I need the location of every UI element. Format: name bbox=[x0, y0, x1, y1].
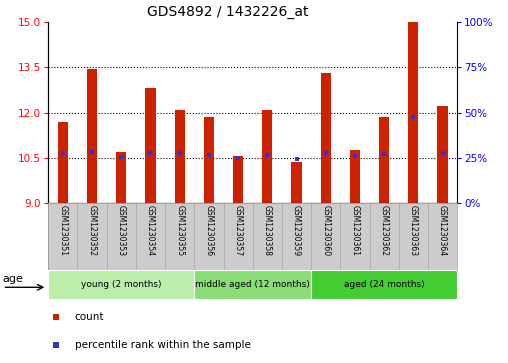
Text: GSM1230353: GSM1230353 bbox=[117, 205, 126, 256]
Text: GSM1230361: GSM1230361 bbox=[351, 205, 360, 256]
Text: GSM1230352: GSM1230352 bbox=[87, 205, 97, 256]
Bar bbox=[87, 69, 97, 203]
Text: GSM1230359: GSM1230359 bbox=[292, 205, 301, 256]
Text: GSM1230354: GSM1230354 bbox=[146, 205, 155, 256]
Bar bbox=[175, 110, 185, 203]
Text: GSM1230351: GSM1230351 bbox=[58, 205, 68, 256]
Text: GSM1230362: GSM1230362 bbox=[379, 205, 389, 256]
Bar bbox=[369, 203, 399, 270]
Bar bbox=[321, 73, 331, 203]
Bar bbox=[428, 203, 457, 270]
Text: GSM1230358: GSM1230358 bbox=[263, 205, 272, 256]
Bar bbox=[350, 150, 360, 203]
Bar bbox=[282, 203, 311, 270]
Text: GSM1230363: GSM1230363 bbox=[409, 205, 418, 256]
Bar bbox=[224, 203, 253, 270]
Bar bbox=[311, 270, 457, 299]
Bar bbox=[399, 203, 428, 270]
Bar bbox=[77, 203, 107, 270]
Bar bbox=[116, 152, 126, 203]
Bar bbox=[194, 270, 311, 299]
Bar bbox=[252, 203, 282, 270]
Text: GSM1230364: GSM1230364 bbox=[438, 205, 447, 256]
Bar bbox=[136, 203, 165, 270]
Bar bbox=[48, 203, 77, 270]
Text: GSM1230356: GSM1230356 bbox=[204, 205, 213, 256]
Bar bbox=[194, 203, 224, 270]
Bar bbox=[292, 163, 302, 203]
Text: count: count bbox=[75, 312, 104, 322]
Text: GSM1230360: GSM1230360 bbox=[321, 205, 330, 256]
Text: GSM1230357: GSM1230357 bbox=[234, 205, 243, 256]
Text: age: age bbox=[3, 274, 23, 284]
Bar bbox=[204, 117, 214, 203]
Text: middle aged (12 months): middle aged (12 months) bbox=[196, 281, 310, 289]
Bar bbox=[145, 88, 155, 203]
Bar bbox=[233, 156, 243, 203]
Bar bbox=[408, 22, 419, 203]
Bar bbox=[262, 110, 272, 203]
Bar bbox=[107, 203, 136, 270]
Text: percentile rank within the sample: percentile rank within the sample bbox=[75, 340, 251, 350]
Bar bbox=[48, 270, 194, 299]
Bar bbox=[340, 203, 369, 270]
Text: aged (24 months): aged (24 months) bbox=[344, 281, 425, 289]
Bar bbox=[165, 203, 194, 270]
Bar bbox=[58, 122, 68, 203]
Text: GSM1230355: GSM1230355 bbox=[175, 205, 184, 256]
Text: young (2 months): young (2 months) bbox=[81, 281, 162, 289]
Title: GDS4892 / 1432226_at: GDS4892 / 1432226_at bbox=[147, 5, 309, 19]
Bar bbox=[379, 117, 389, 203]
Bar bbox=[311, 203, 340, 270]
Bar bbox=[437, 106, 448, 203]
